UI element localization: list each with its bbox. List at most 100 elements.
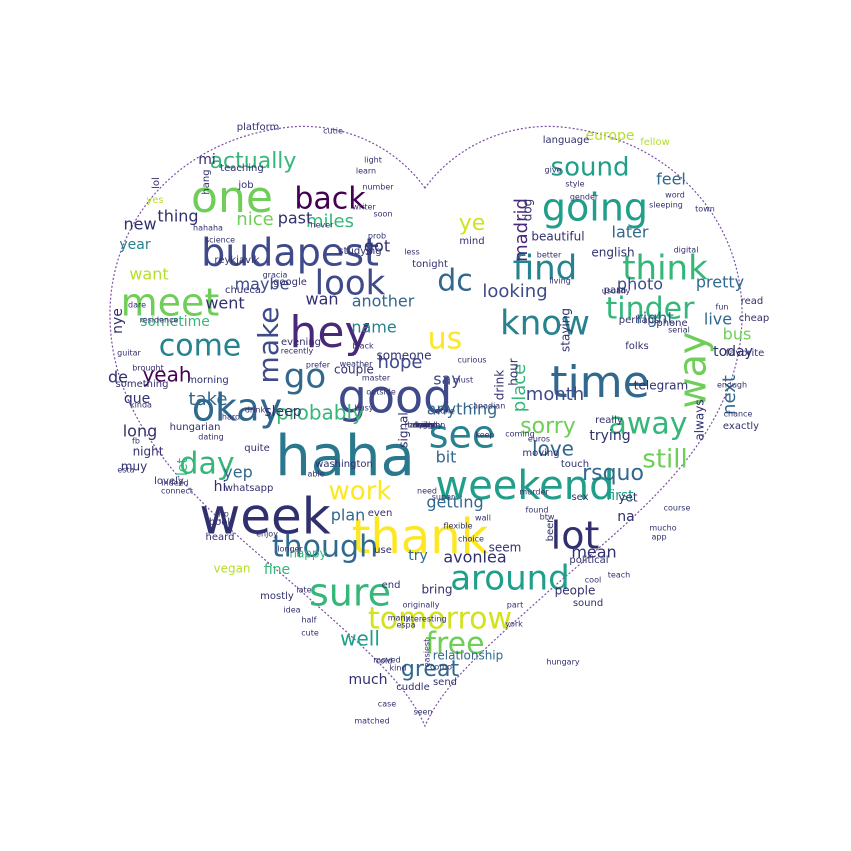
word-able: able <box>307 470 324 479</box>
word-send: send <box>433 677 457 688</box>
word-staying: staying <box>559 308 573 352</box>
word-way: way <box>671 332 715 409</box>
word-hungary: hungary <box>546 658 579 667</box>
word-sleep: sleep <box>264 404 301 420</box>
word-something: something <box>116 379 169 390</box>
word-many: many <box>388 614 411 623</box>
word-vegan: vegan <box>213 562 250 576</box>
word-year: year <box>119 237 150 253</box>
word-plan: plan <box>331 506 366 525</box>
word-flexible: flexible <box>444 522 473 531</box>
word-take: take <box>189 389 228 410</box>
word-whatsapp: whatsapp <box>225 483 274 494</box>
word-bring: bring <box>421 583 452 597</box>
word-tonight: tonight <box>412 259 448 270</box>
word-app: app <box>651 533 666 542</box>
word-seem: seem <box>489 541 522 555</box>
word-perhaps: perhaps <box>619 315 659 326</box>
word-originally: originally <box>403 601 440 610</box>
word-keep: keep <box>475 431 494 440</box>
word-even: even <box>368 508 393 519</box>
word-guitar: guitar <box>117 349 141 358</box>
word-mi: mi <box>198 152 216 168</box>
word-touch: touch <box>561 459 589 470</box>
word-canadian: canadian <box>469 402 506 411</box>
word-bus: bus <box>723 325 752 344</box>
word-prob: prob <box>368 232 386 241</box>
word-course: course <box>664 504 691 513</box>
word-come: come <box>159 329 242 364</box>
word-feel: feel <box>656 170 686 189</box>
word-platform: platform <box>237 122 280 133</box>
word-york: york <box>505 620 523 629</box>
word-heard: heard <box>206 532 235 543</box>
word-relationship: relationship <box>433 649 504 663</box>
word-dog: dog <box>521 199 535 222</box>
word-esta: esta <box>117 466 134 475</box>
word-usually: usually <box>602 287 631 296</box>
word-writer: writer <box>352 203 376 212</box>
word-book: book <box>209 517 234 528</box>
word-reykjavik: reykjavik <box>214 255 259 266</box>
word-trip: trip <box>215 510 229 519</box>
word-chance: chance <box>724 410 753 419</box>
word-long: long <box>123 422 158 441</box>
word-light: light <box>364 156 382 165</box>
word-idea: idea <box>283 606 300 615</box>
word-really: really <box>595 415 623 426</box>
word-number: number <box>362 183 394 192</box>
word-miss: miss <box>416 421 434 430</box>
word-telegram: telegram <box>634 379 688 393</box>
word-euros: euros <box>528 435 550 444</box>
word-morning: morning <box>187 375 229 386</box>
word-let: let <box>175 457 191 476</box>
word-need: need <box>417 487 437 496</box>
word-better: better <box>537 251 562 260</box>
word-give: give <box>545 166 562 175</box>
word-use: use <box>374 545 392 556</box>
word-washington: washington <box>315 459 373 470</box>
word-sound: sound <box>551 153 630 183</box>
word-mucho: mucho <box>649 524 676 533</box>
word-matched: matched <box>354 717 389 726</box>
word-na: na <box>617 509 634 525</box>
word-residence: residence <box>140 316 179 325</box>
word-always: always <box>693 399 707 440</box>
word-english: english <box>591 246 634 260</box>
word-fun: fun <box>716 303 729 312</box>
word-half: half <box>301 616 316 625</box>
word-nice: nice <box>236 209 273 230</box>
word-moving: moving <box>522 448 559 459</box>
word-enough: enough <box>717 381 747 390</box>
word-drink: drink <box>493 370 507 400</box>
word-weather: weather <box>340 360 373 369</box>
word-must: must <box>453 376 473 385</box>
word-living: living <box>549 277 571 286</box>
word-signal: signal <box>397 412 411 448</box>
word-us: us <box>428 322 463 357</box>
word-quite: quite <box>244 443 270 454</box>
word-enjoy: enjoy <box>256 530 278 539</box>
word-bit: bit <box>436 448 457 467</box>
word-part: part <box>507 601 523 610</box>
word-word: word <box>665 191 685 200</box>
word-cool: cool <box>585 576 601 585</box>
word-master: master <box>362 374 391 383</box>
word-digital: digital <box>674 246 699 255</box>
word-town: town <box>695 205 715 214</box>
word-curious: curious <box>457 356 486 365</box>
word-night: night <box>133 445 164 459</box>
word-much: much <box>348 672 387 688</box>
word-ye: ye <box>459 211 486 236</box>
word-recently: recently <box>281 347 314 356</box>
word-month: month <box>526 384 584 405</box>
word-work: work <box>329 477 392 507</box>
word-brought: brought <box>132 364 163 373</box>
word-drink: drink <box>245 406 266 415</box>
word-case: case <box>378 700 396 709</box>
word-folks: folks <box>625 341 648 352</box>
word-nye: nye <box>110 308 126 334</box>
word-wan: wan <box>305 290 338 309</box>
word-favorite: favorite <box>726 348 765 359</box>
